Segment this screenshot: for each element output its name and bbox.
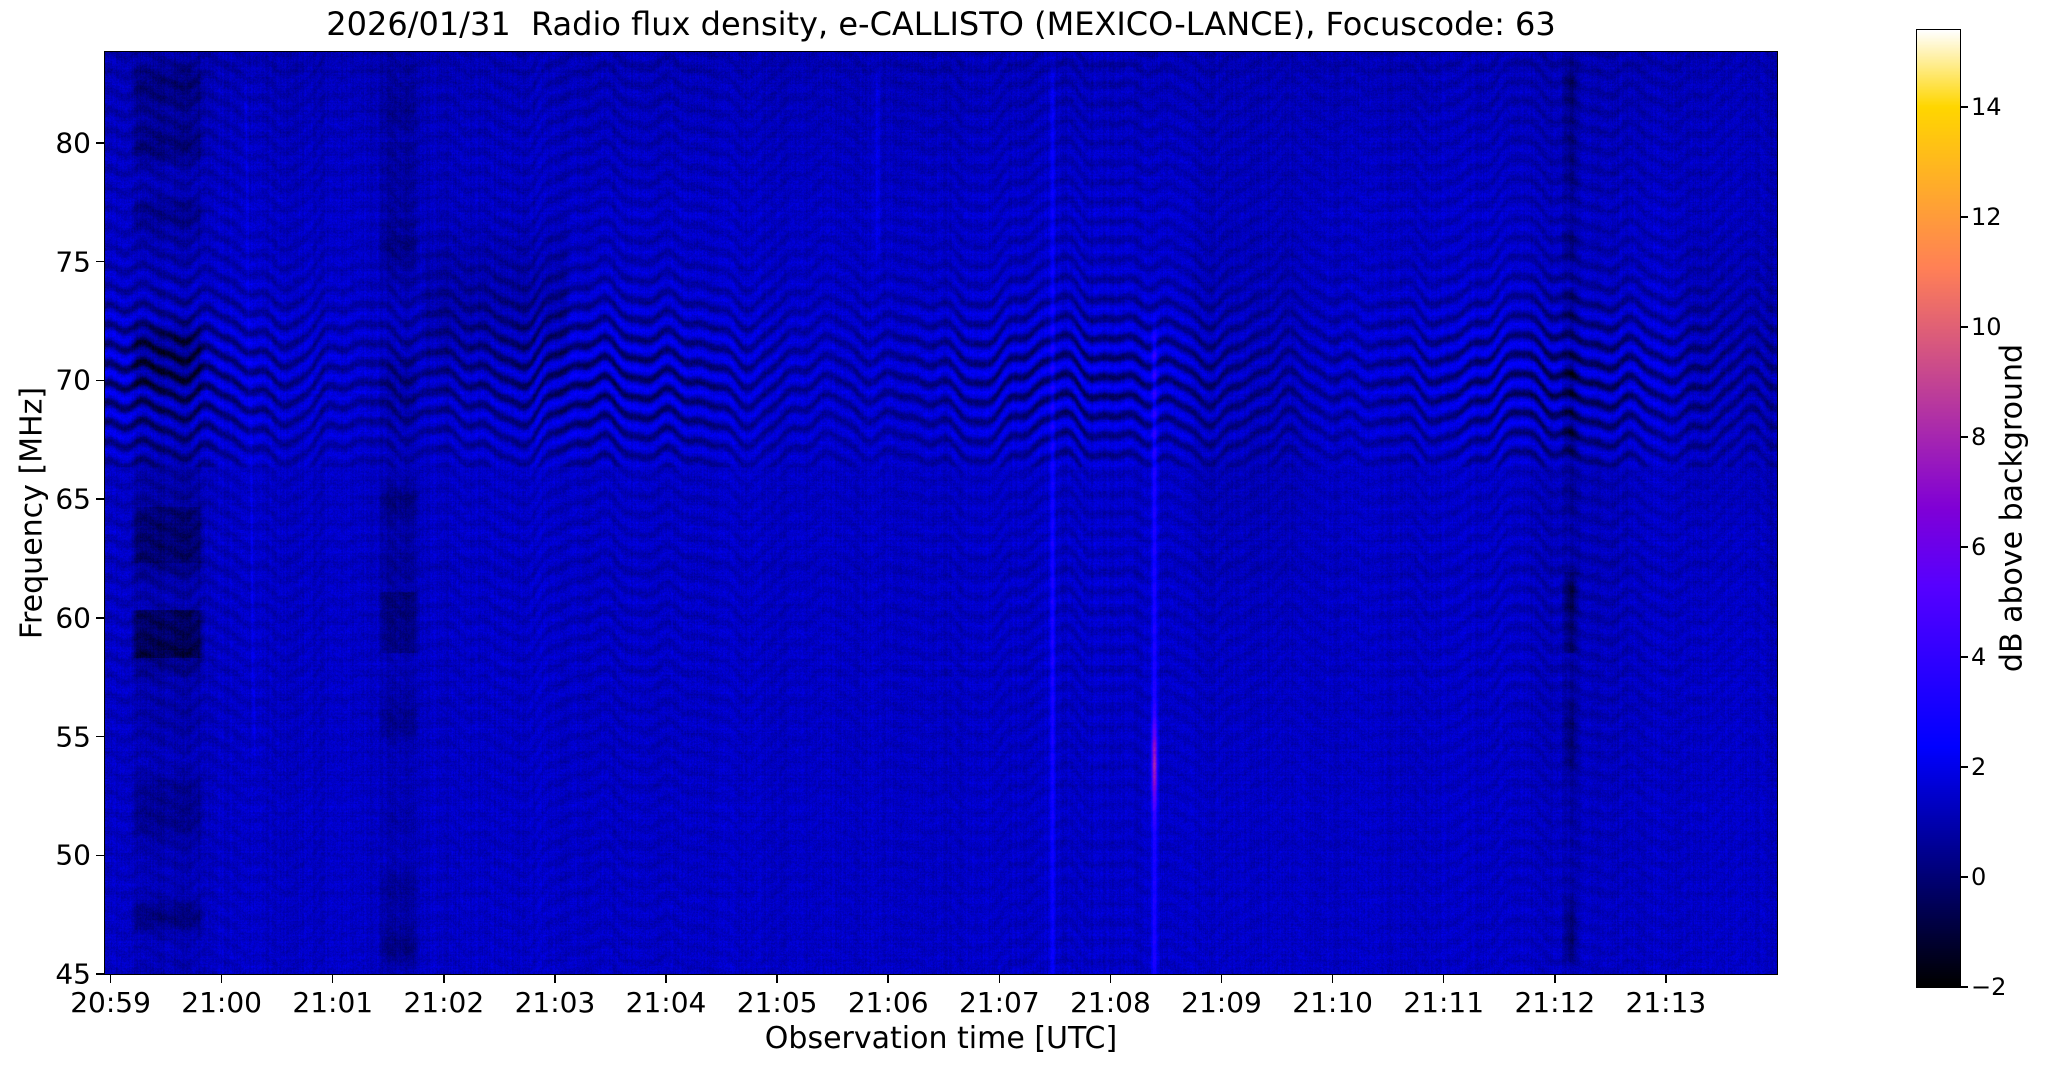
colorbar-tick-mark	[1961, 216, 1968, 218]
colorbar-tick-mark	[1961, 766, 1968, 768]
colorbar-tick-mark	[1961, 436, 1968, 438]
colorbar-tick-mark	[1961, 106, 1968, 108]
x-tick-mark	[554, 975, 556, 983]
y-tick-label: 70	[55, 363, 91, 397]
x-tick-label: 21:06	[847, 986, 929, 1019]
y-tick-label: 80	[55, 126, 91, 160]
y-tick-label: 60	[55, 601, 91, 635]
colorbar-tick-label: 8	[1971, 423, 1987, 451]
x-tick-label: 21:02	[403, 986, 485, 1019]
y-tick-mark	[96, 379, 104, 382]
colorbar-tick-mark	[1961, 326, 1968, 328]
x-tick-label: 21:12	[1514, 986, 1596, 1019]
y-tick-mark	[96, 260, 104, 263]
x-tick-mark	[665, 975, 667, 983]
x-tick-label: 21:09	[1181, 986, 1262, 1019]
y-tick-mark	[96, 735, 104, 738]
colorbar	[1916, 29, 1961, 988]
y-tick-label: 65	[55, 482, 91, 516]
x-tick-mark	[1109, 975, 1112, 983]
y-tick-mark	[96, 142, 104, 144]
x-tick-mark	[1554, 975, 1556, 983]
y-tick-label: 50	[55, 838, 91, 872]
x-tick-label: 21:10	[1292, 986, 1373, 1019]
y-tick-mark	[96, 854, 104, 857]
x-tick-label: 21:08	[1070, 986, 1151, 1019]
x-tick-label: 21:11	[1403, 986, 1485, 1019]
x-tick-mark	[1442, 975, 1445, 983]
x-tick-mark	[1331, 975, 1334, 983]
spectrogram-plot-area	[104, 51, 1778, 975]
x-tick-mark	[1220, 975, 1223, 983]
colorbar-label: dB above background	[1994, 343, 2030, 673]
y-tick-mark	[96, 498, 104, 500]
x-tick-mark	[887, 975, 889, 983]
colorbar-tick-label: 0	[1971, 863, 1987, 891]
colorbar-tick-label: 2	[1971, 753, 1987, 781]
colorbar-tick-label: 10	[1971, 313, 2002, 341]
colorbar-tick-label: 14	[1971, 93, 2002, 121]
y-tick-mark	[96, 973, 104, 975]
x-tick-label: 21:03	[514, 986, 596, 1019]
colorbar-tick-label: 12	[1971, 203, 2002, 231]
colorbar-tick-mark	[1961, 876, 1968, 878]
x-tick-mark	[998, 975, 1001, 983]
x-tick-label: 21:07	[958, 986, 1040, 1019]
colorbar-tick-mark	[1961, 986, 1968, 988]
colorbar-tick-label: −2	[1971, 973, 2007, 1001]
x-tick-mark	[220, 975, 223, 983]
y-axis-label: Frequency [MHz]	[14, 386, 50, 640]
y-tick-label: 55	[55, 720, 91, 754]
x-tick-mark	[331, 975, 334, 983]
x-tick-label: 21:05	[736, 986, 818, 1019]
x-tick-mark	[443, 975, 445, 983]
y-tick-mark	[96, 617, 104, 619]
colorbar-tick-mark	[1961, 546, 1968, 548]
colorbar-tick-label: 6	[1971, 533, 1987, 561]
spectrogram-heatmap-image	[105, 52, 1777, 974]
x-tick-label: 21:04	[625, 986, 707, 1019]
x-tick-label: 21:00	[181, 986, 262, 1019]
colorbar-tick-label: 4	[1971, 643, 1987, 671]
x-tick-label: 20:59	[70, 986, 151, 1019]
x-tick-mark	[1665, 975, 1667, 983]
colorbar-tick-mark	[1961, 656, 1968, 658]
colorbar-gradient	[1917, 30, 1960, 987]
x-tick-mark	[776, 975, 778, 983]
y-tick-label: 75	[55, 245, 91, 279]
x-tick-mark	[109, 975, 112, 983]
x-tick-label: 21:01	[292, 986, 374, 1019]
chart-title: 2026/01/31 Radio flux density, e-CALLIST…	[326, 5, 1556, 43]
x-tick-label: 21:13	[1625, 986, 1707, 1019]
x-axis-label: Observation time [UTC]	[764, 1021, 1118, 1056]
y-tick-label: 45	[55, 957, 91, 991]
